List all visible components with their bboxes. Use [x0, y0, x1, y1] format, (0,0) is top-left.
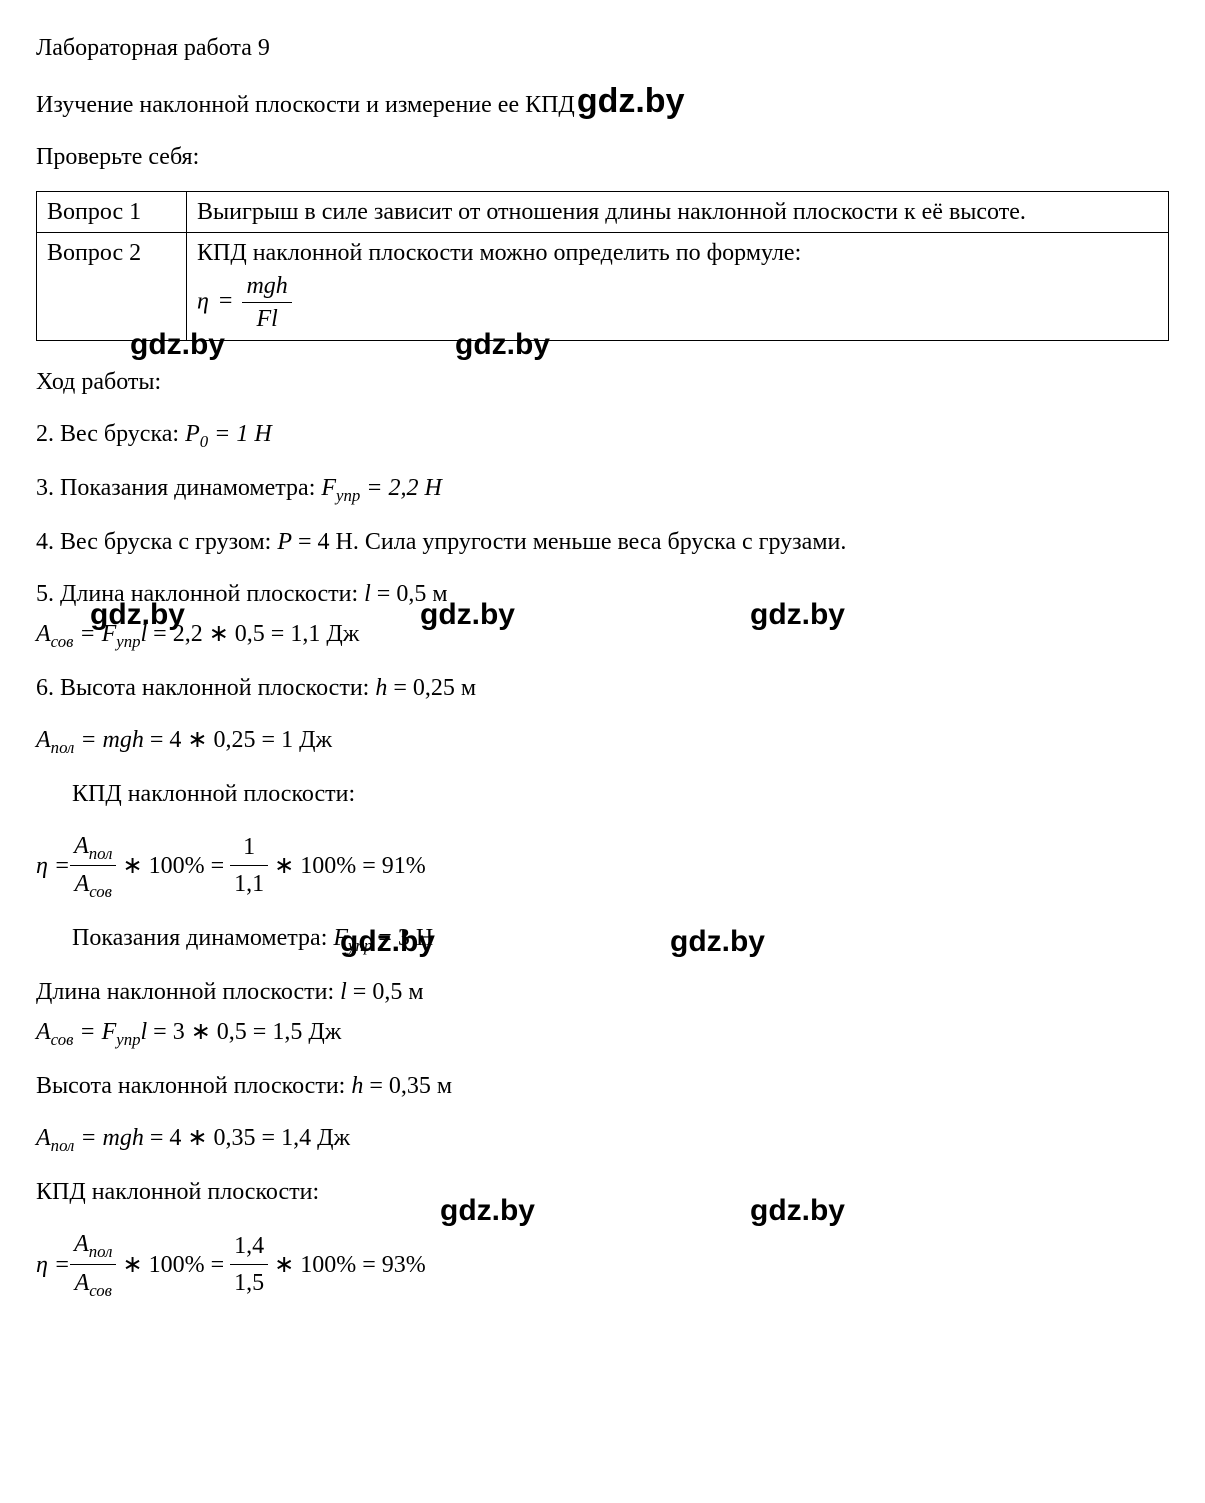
- step-7: Показания динамометра: Fупр = 3 Н: [72, 920, 1169, 958]
- step-9: Высота наклонной плоскости: h = 0,35 м: [36, 1068, 1169, 1104]
- q2-answer: КПД наклонной плоскости можно определить…: [187, 233, 1169, 340]
- q2-label: Вопрос 2: [37, 233, 187, 340]
- step-9-calc: Aпол = mgh = 4 ∗ 0,35 = 1,4 Дж: [36, 1120, 1169, 1158]
- eta2-num1: Aпол: [70, 1226, 116, 1265]
- watermark: gdz.by: [130, 328, 225, 362]
- frac-den: Fl: [242, 303, 291, 335]
- eta2-pre: η =: [36, 1247, 70, 1283]
- eta2-frac1: Aпол Aсов: [70, 1226, 116, 1303]
- eta1-den2: 1,1: [230, 866, 268, 902]
- eta1-pre: η =: [36, 848, 70, 884]
- lab-title: Лабораторная работа 9: [36, 30, 1169, 66]
- watermark: gdz.by: [90, 598, 185, 632]
- work-progress-line: Ход работы:: [36, 369, 1169, 396]
- q1-label: Вопрос 1: [37, 192, 187, 233]
- watermark: gdz.by: [750, 598, 845, 632]
- watermark: gdz.by: [440, 1194, 535, 1228]
- subject-line: Изучение наклонной плоскости и измерение…: [36, 82, 1169, 121]
- eq-sign: =: [219, 288, 233, 314]
- q2-prefix: КПД наклонной плоскости можно определить…: [197, 240, 801, 266]
- watermark-title: gdz.by: [577, 82, 685, 121]
- step-6-calc: Aпол = mgh = 4 ∗ 0,25 = 1 Дж: [36, 722, 1169, 760]
- s3-text: 3. Показания динамометра:: [36, 475, 321, 501]
- s2-formula: P0 = 1 Н: [185, 421, 272, 447]
- eta2-mid2: ∗ 100% = 93%: [274, 1247, 426, 1283]
- eta1-frac1: Aпол Aсов: [70, 828, 116, 905]
- eta1-mid1: ∗ 100% =: [122, 848, 224, 884]
- table-row: Вопрос 1 Выигрыш в силе зависит от отнош…: [37, 192, 1169, 233]
- eta2-frac2: 1,4 1,5: [230, 1228, 268, 1301]
- step-6: 6. Высота наклонной плоскости: h = 0,25 …: [36, 670, 1169, 706]
- watermark: gdz.by: [455, 328, 550, 362]
- eta1-den1: Aсов: [70, 866, 116, 904]
- eta2-den1: Aсов: [70, 1265, 116, 1303]
- eta1-num2: 1: [230, 829, 268, 866]
- watermark: gdz.by: [670, 925, 765, 959]
- eta-formula-1: η = Aпол Aсов ∗ 100% = 1 1,1 ∗ 100% = 91…: [36, 828, 1169, 905]
- eta2-den2: 1,5: [230, 1265, 268, 1301]
- eta1-frac2: 1 1,1: [230, 829, 268, 902]
- s2-text: 2. Вес бруска:: [36, 421, 185, 447]
- kpd-label-1: КПД наклонной плоскости:: [72, 776, 1169, 812]
- step-4: 4. Вес бруска с грузом: P = 4 Н. Сила уп…: [36, 524, 1169, 560]
- kpd-label-2: КПД наклонной плоскости:: [36, 1174, 1169, 1210]
- fraction: mgh Fl: [242, 270, 291, 336]
- frac-num: mgh: [242, 270, 291, 303]
- step-3: 3. Показания динамометра: Fупр = 2,2 Н: [36, 470, 1169, 508]
- s3-formula: Fупр = 2,2 Н: [321, 475, 441, 501]
- eta2-num2: 1,4: [230, 1228, 268, 1265]
- eta1-mid2: ∗ 100% = 91%: [274, 848, 426, 884]
- table-row: Вопрос 2 КПД наклонной плоскости можно о…: [37, 233, 1169, 340]
- step-5-calc: Aсов = Fупрl = 2,2 ∗ 0,5 = 1,1 Дж: [36, 616, 1169, 654]
- watermark: gdz.by: [420, 598, 515, 632]
- eta1-num1: Aпол: [70, 828, 116, 867]
- q1-answer: Выигрыш в силе зависит от отношения длин…: [187, 192, 1169, 233]
- questions-table: Вопрос 1 Выигрыш в силе зависит от отнош…: [36, 191, 1169, 341]
- watermark: gdz.by: [750, 1194, 845, 1228]
- step-5: 5. Длина наклонной плоскости: l = 0,5 м: [36, 576, 1169, 612]
- check-yourself: Проверьте себя:: [36, 139, 1169, 175]
- eta-symbol: η: [197, 288, 209, 314]
- eta-formula-2: η = Aпол Aсов ∗ 100% = 1,4 1,5 ∗ 100% = …: [36, 1226, 1169, 1303]
- watermark: gdz.by: [340, 925, 435, 959]
- eta2-mid1: ∗ 100% =: [122, 1247, 224, 1283]
- step-8: Длина наклонной плоскости: l = 0,5 м: [36, 974, 1169, 1010]
- work-progress-text: Ход работы:: [36, 369, 161, 396]
- step-8-calc: Aсов = Fупрl = 3 ∗ 0,5 = 1,5 Дж: [36, 1014, 1169, 1052]
- step-2: 2. Вес бруска: P0 = 1 Н: [36, 416, 1169, 454]
- subject-text: Изучение наклонной плоскости и измерение…: [36, 92, 575, 119]
